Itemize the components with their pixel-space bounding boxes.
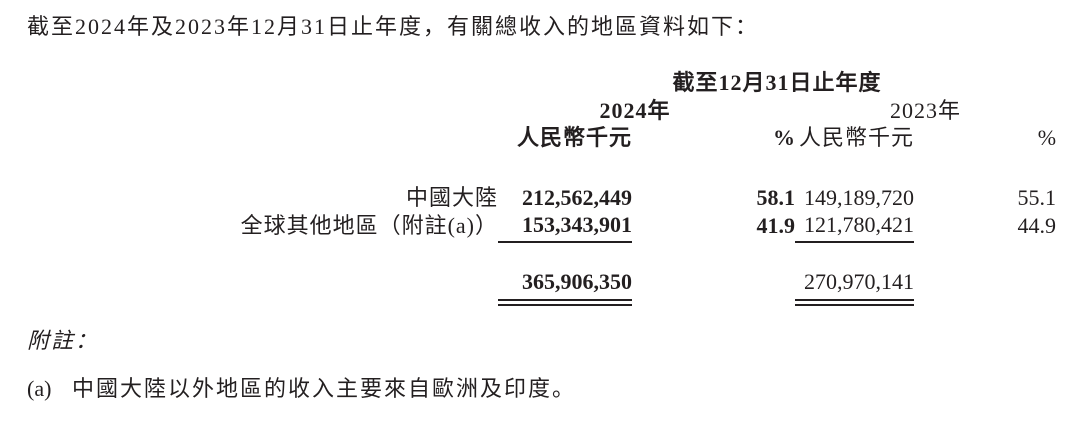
total-2023-cell: 270,970,141 (795, 268, 914, 306)
amount-2024: 153,343,901 (498, 211, 632, 243)
regional-revenue-table: 截至12月31日止年度 2024年 2023年 人民幣千元 % 人民幣千元 % … (27, 68, 1056, 306)
col-header-currency-2023: 人民幣千元 (798, 125, 914, 150)
double-rule (795, 299, 914, 306)
pct-2023: 44.9 (1017, 213, 1057, 238)
spacer-row (27, 242, 1056, 268)
year-2024-header: 2024年 (599, 98, 671, 123)
year-2023-header: 2023年 (890, 98, 962, 123)
table-row-mainland-china: 中國大陸 212,562,449 58.1 149,189,720 55.1 (27, 184, 1056, 211)
note-text: 中國大陸以外地區的收入主要來自歐洲及印度。 (72, 376, 577, 401)
row-label: 全球其他地區（附註(a)） (240, 213, 498, 238)
total-amount-2024: 365,906,350 (522, 269, 632, 294)
amount-2023: 149,189,720 (804, 185, 914, 210)
pct-2023: 55.1 (1017, 185, 1057, 210)
note-marker: (a) (27, 376, 52, 401)
double-rule (498, 299, 632, 306)
total-2024-cell: 365,906,350 (498, 268, 632, 306)
table-row-total: 365,906,350 270,970,141 (27, 268, 1056, 306)
total-amount-2023: 270,970,141 (804, 269, 914, 294)
table-row-rest-of-world: 全球其他地區（附註(a)） 153,343,901 41.9 121,780,4… (27, 211, 1057, 243)
amount-2024: 212,562,449 (522, 185, 632, 210)
notes-heading: 附註： (27, 328, 100, 353)
table-period-header-row: 截至12月31日止年度 (27, 68, 1056, 98)
table-year-header-row: 2024年 2023年 (27, 98, 1056, 124)
amount-2023: 121,780,421 (795, 211, 914, 243)
col-header-currency-2024: 人民幣千元 (516, 125, 632, 150)
row-label: 中國大陸 (405, 185, 498, 210)
pct-2024: 41.9 (756, 213, 796, 238)
note-item-a: (a) 中國大陸以外地區的收入主要來自歐洲及印度。 (27, 375, 576, 403)
table-column-header-row: 人民幣千元 % 人民幣千元 % (27, 124, 1056, 151)
intro-paragraph: 截至2024年及2023年12月31日止年度，有關總收入的地區資料如下： (27, 14, 760, 39)
pct-2024: 58.1 (756, 185, 796, 210)
col-header-pct-2024: % (773, 125, 795, 150)
col-header-pct-2023: % (1037, 125, 1057, 150)
period-header: 截至12月31日止年度 (672, 70, 882, 95)
spacer-row (27, 151, 1056, 184)
